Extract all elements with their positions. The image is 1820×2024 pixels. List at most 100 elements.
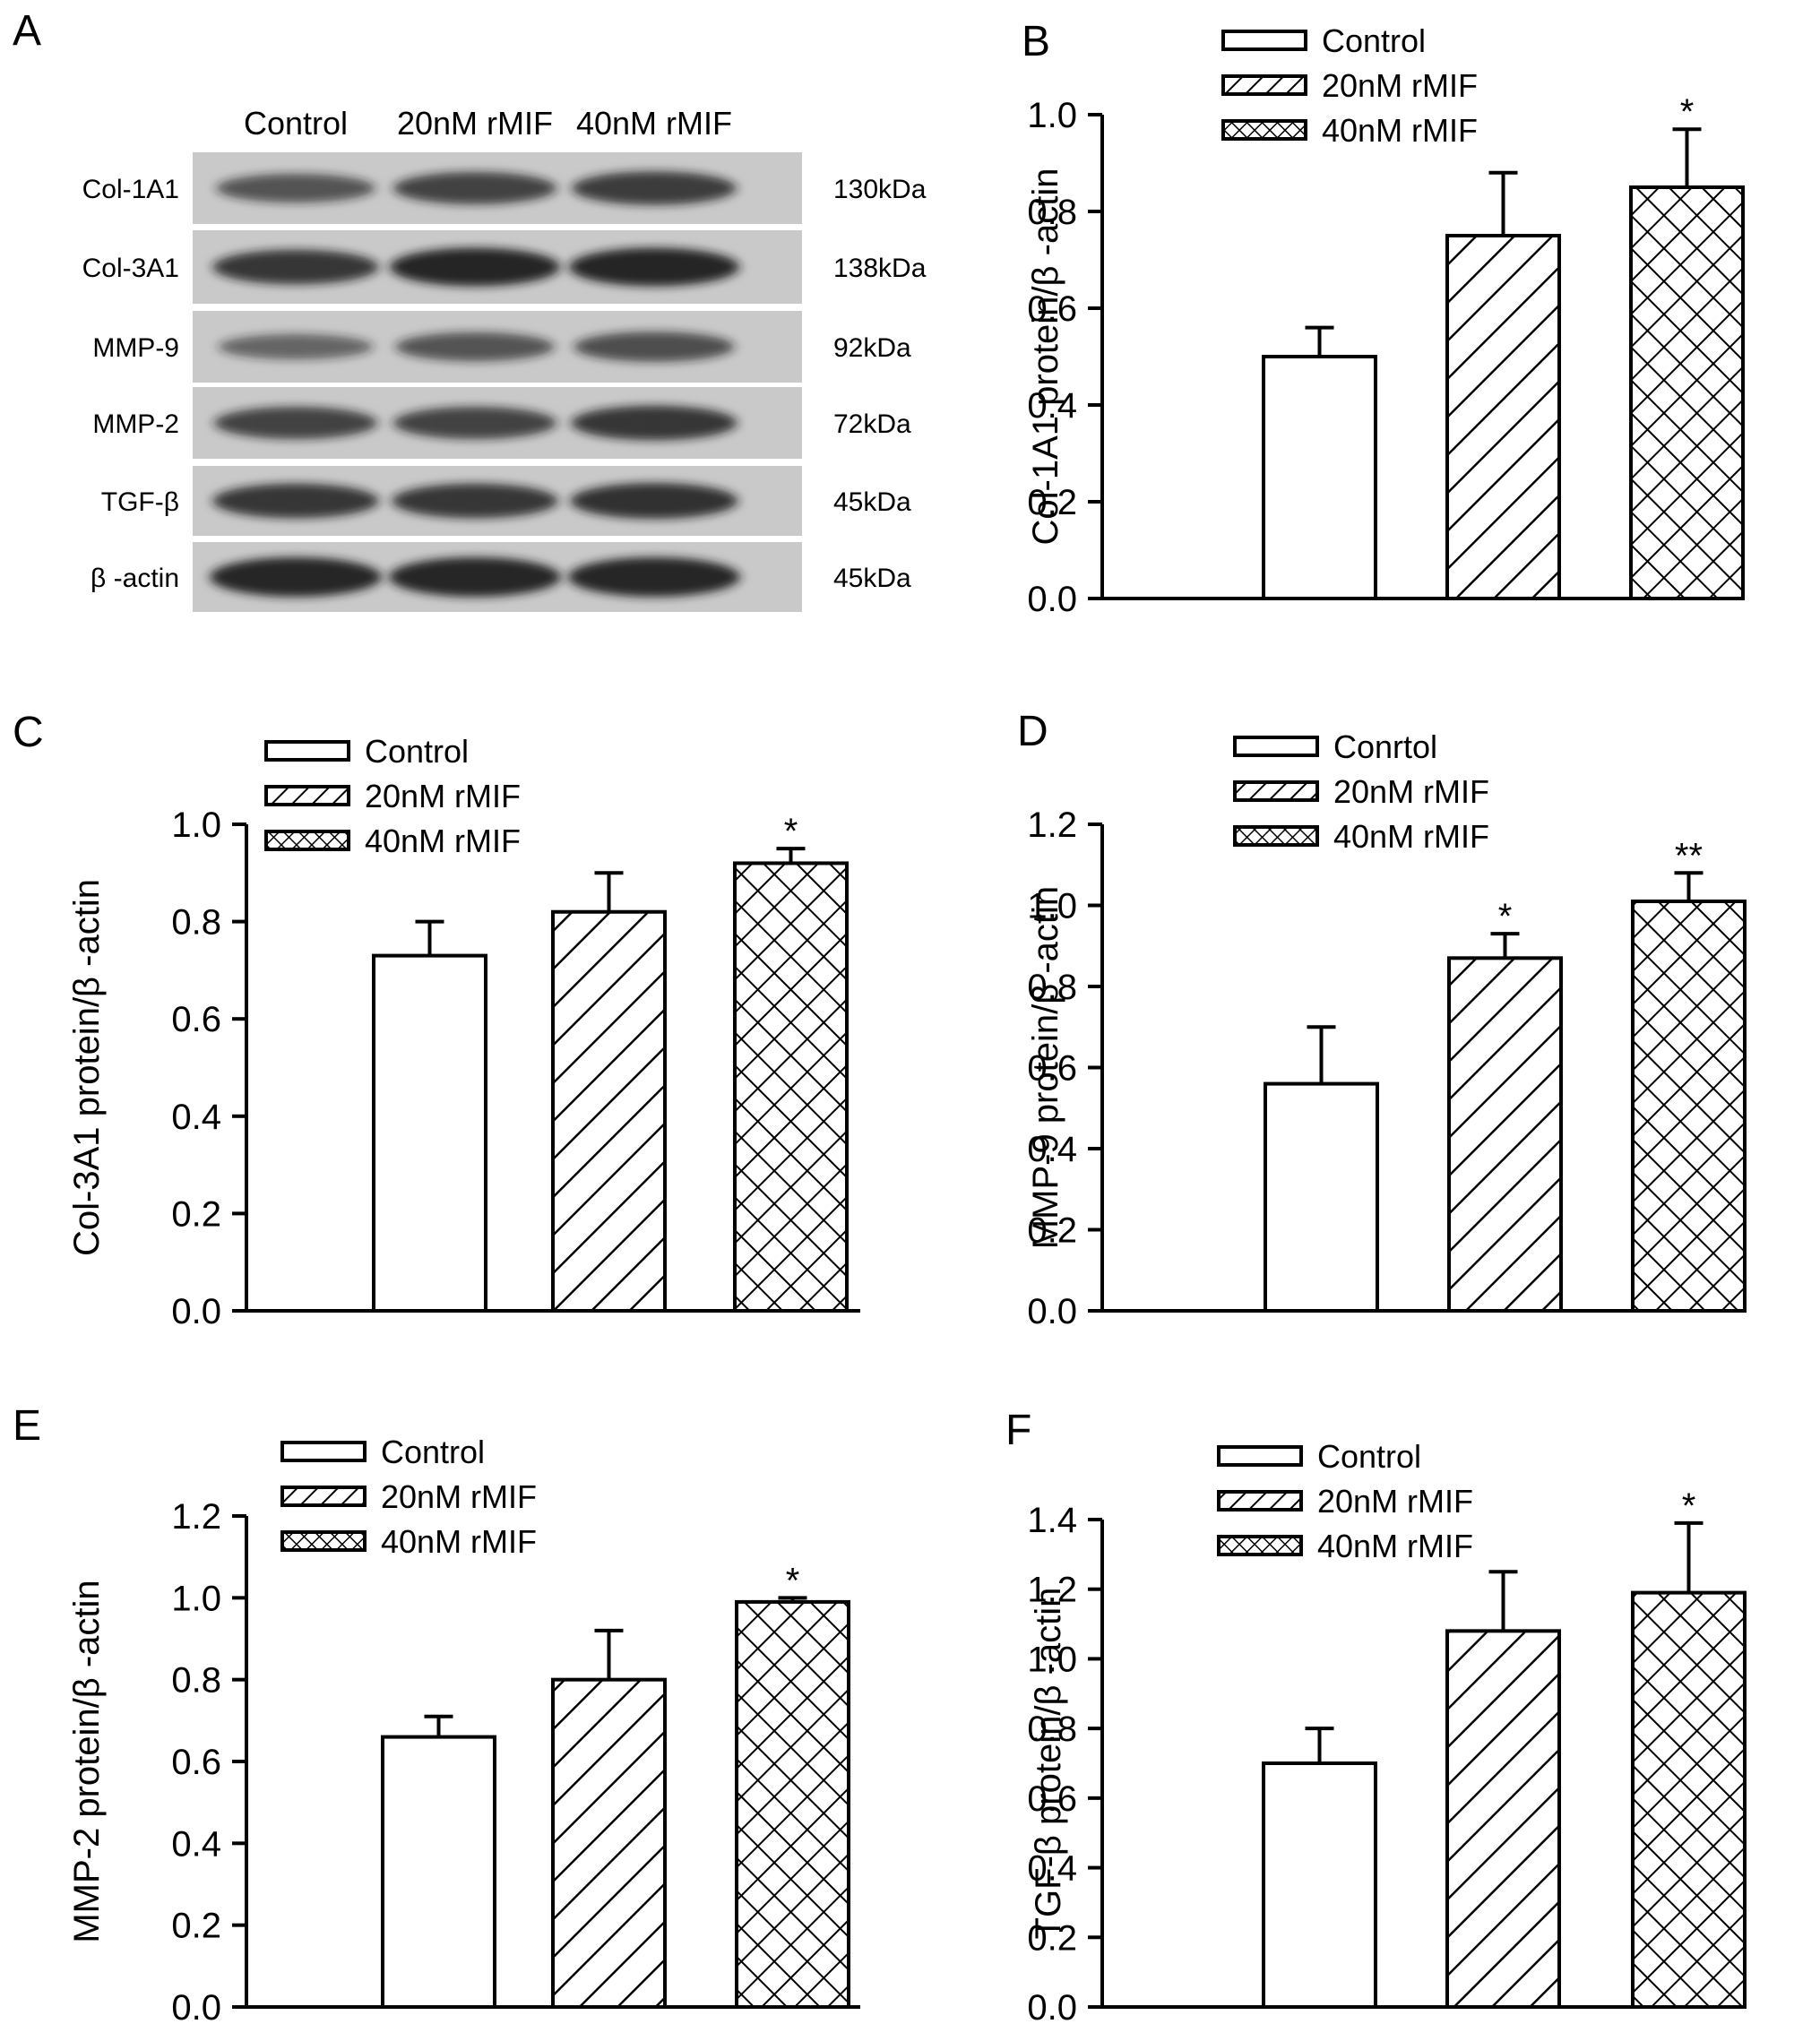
y-tick-label: 1.0 [171, 1579, 221, 1618]
y-tick-label: 0.6 [171, 1000, 221, 1039]
legend: Conrtol 20nM rMIF 40nM rMIF [1233, 728, 1489, 855]
blot-band [210, 557, 382, 597]
blot-band [574, 332, 735, 362]
y-tick-label: 0.4 [1027, 386, 1077, 426]
blot-band [571, 405, 737, 441]
bar-40nm-rmif [1631, 899, 1747, 1313]
bar-control [1262, 355, 1377, 600]
blot-band [216, 173, 375, 203]
legend-label: 40nM rMIF [1317, 1528, 1473, 1564]
y-tick-label: 0.6 [1027, 1779, 1077, 1819]
y-axis-label: MMP-2 protein/β -actin [67, 1580, 107, 1942]
y-axis-label: Col-3A1 protein/β -actin [67, 879, 107, 1256]
legend-swatch [1233, 736, 1319, 757]
legend: Control 20nM rMIF 40nM rMIF [1217, 1438, 1473, 1564]
panel-label-e: E [13, 1402, 41, 1450]
blot-column-label: 40nM rMIF [576, 105, 732, 142]
legend-swatch [1217, 1445, 1303, 1467]
chart-panel-e: E 0.0 0.2 0.4 0.6 0.8 1.0 1.2 MMP-2 protein/β -a… [13, 1402, 860, 2024]
y-tick-label: 0.2 [171, 1194, 221, 1234]
legend-label: 20nM rMIF [1333, 773, 1489, 810]
y-tick-label: 0.2 [1027, 1211, 1077, 1251]
chart-panel-b: B 0.0 0.2 0.4 0.6 0.8 1.0 Col-1A1 protein/β -ac… [1022, 18, 1745, 619]
blot-protein-label: TGF-β [101, 487, 179, 517]
blot-band [389, 247, 561, 287]
blot-band [570, 482, 738, 520]
legend-label: 40nM rMIF [1333, 818, 1489, 855]
y-tick-label: 0.4 [171, 1824, 221, 1864]
y-tick-label: 0.8 [1027, 193, 1077, 232]
bar-20nm-rmif [1445, 234, 1561, 600]
y-tick-label: 0.4 [1027, 1130, 1077, 1169]
y-tick-label: 0.4 [171, 1098, 221, 1137]
y-tick-label: 1.0 [171, 805, 221, 845]
bar-20nm-rmif [551, 1677, 667, 2009]
panel-label-a: A [13, 7, 41, 55]
blot-band [395, 332, 555, 362]
y-tick-label: 0.2 [171, 1907, 221, 1946]
y-tick-label: 0.8 [1027, 1710, 1077, 1749]
blot-row-mmp-9: MMP-9 92kDa [92, 311, 911, 383]
legend-label: 40nM rMIF [381, 1523, 537, 1560]
blot-row-col-1a1: Col-1A1 130kDa [82, 152, 927, 224]
significance-marker: * [786, 1561, 800, 1600]
blot-size-label: 45kDa [833, 487, 911, 517]
y-tick-label: 0.0 [1027, 1988, 1077, 2024]
legend-label: 40nM rMIF [1322, 112, 1478, 149]
blot-band [392, 483, 558, 519]
y-tick-label: 0.8 [171, 903, 221, 943]
legend-label: 20nM rMIF [1317, 1483, 1473, 1520]
y-tick-label: 0.0 [171, 1292, 221, 1331]
bar-control [1262, 1761, 1377, 2009]
bar-conrtol [1264, 1081, 1379, 1313]
legend: Control 20nM rMIF 40nM rMIF [1221, 22, 1478, 149]
legend-label: Control [1317, 1438, 1421, 1475]
blot-band [389, 557, 561, 597]
blot-band [568, 247, 740, 287]
bar-40nm-rmif [735, 1599, 850, 2010]
bar-control [381, 1735, 496, 2009]
legend-swatch [1221, 74, 1307, 96]
legend-label: Control [381, 1434, 485, 1470]
legend: Control 20nM rMIF 40nM rMIF [264, 733, 521, 859]
blot-row-col-3a1: Col-3A1 138kDa [82, 230, 927, 304]
blot-protein-label: MMP-2 [92, 409, 179, 439]
significance-marker: * [1682, 1486, 1696, 1526]
y-tick-label: 1.0 [1027, 887, 1077, 926]
chart-panel-f: F 0.0 0.2 0.4 0.6 0.8 1.0 1.2 1.4 TGF-β protein/β… [1005, 1407, 1747, 2024]
blot-row-actin: β -actin 45kDa [91, 542, 911, 612]
legend-swatch [264, 830, 350, 851]
significance-marker: * [784, 812, 798, 851]
blot-size-label: 72kDa [833, 409, 911, 439]
legend-label: 20nM rMIF [381, 1478, 537, 1515]
legend-swatch [280, 1530, 367, 1552]
chart-panel-c: C 0.0 0.2 0.4 0.6 0.8 1.0 Col-3A1 protein/β -ac… [13, 709, 860, 1331]
blot-protein-label: Col-3A1 [82, 254, 179, 283]
blot-size-label: 130kDa [833, 175, 927, 204]
legend-swatch [1217, 1535, 1303, 1556]
legend-label: Conrtol [1333, 728, 1437, 765]
legend-swatch [280, 1441, 367, 1462]
y-tick-label: 0.6 [1027, 1049, 1077, 1089]
blot-size-label: 92kDa [833, 333, 911, 363]
chart-panel-d: D 0.0 0.2 0.4 0.6 0.8 1.0 1.2 MMP-9 protein/β -a… [1017, 708, 1747, 1331]
legend-label: Control [365, 733, 469, 770]
blot-column-label: 20nM rMIF [397, 105, 553, 142]
bar-40nm-rmif [1629, 185, 1745, 600]
y-tick-label: 1.2 [1027, 805, 1077, 845]
blot-band [572, 171, 737, 205]
blot-size-label: 45kDa [833, 564, 911, 593]
blot-band [213, 406, 378, 440]
blot-size-label: 138kDa [833, 254, 927, 283]
legend-label: 20nM rMIF [1322, 67, 1478, 104]
blot-band [218, 333, 374, 360]
blot-protein-label: MMP-9 [92, 333, 179, 363]
blot-column-label: Control [244, 105, 348, 142]
y-axis-label: Col-1A1 protein/β -actin [1026, 168, 1065, 546]
legend-swatch [1221, 119, 1307, 141]
legend: Control 20nM rMIF 40nM rMIF [280, 1434, 537, 1560]
y-axis-label: MMP-9 protein/β -actin [1026, 886, 1065, 1249]
legend-swatch [1217, 1490, 1303, 1512]
legend-swatch [1233, 825, 1319, 847]
y-tick-label: 0.6 [1027, 289, 1077, 329]
